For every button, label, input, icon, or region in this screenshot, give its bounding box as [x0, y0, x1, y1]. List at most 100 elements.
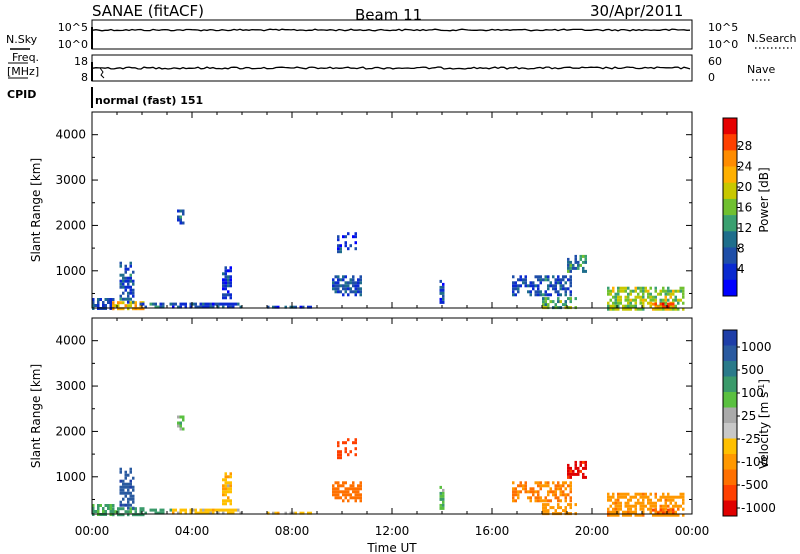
heatmap-cell [179, 302, 182, 306]
range-tick-label: 2000 [55, 218, 86, 232]
heatmap-cell [127, 297, 130, 301]
heatmap-cell [184, 508, 187, 512]
heatmap-cell [119, 282, 122, 286]
heatmap-cell [352, 275, 355, 279]
heatmap-cell [612, 301, 615, 305]
heatmap-cell [267, 305, 270, 309]
heatmap-cell [632, 304, 635, 308]
heatmap-cell [344, 275, 347, 279]
heatmap-cell [109, 507, 112, 510]
heatmap-cell [542, 300, 545, 304]
time-tick-label: 12:00 [375, 524, 410, 538]
heatmap-cell [547, 484, 550, 488]
heatmap-cell [142, 307, 145, 311]
heatmap-cell [647, 292, 650, 296]
heatmap-cell [227, 305, 230, 309]
heatmap-cell [637, 498, 640, 502]
nsky-line [92, 28, 691, 32]
heatmap-cell [442, 288, 445, 292]
heatmap-cell [642, 504, 645, 508]
heatmap-cell [119, 261, 122, 265]
heatmap-cell [129, 482, 132, 486]
heatmap-cell [122, 291, 125, 295]
heatmap-cell [674, 298, 677, 302]
heatmap-cell [177, 511, 180, 515]
heatmap-cell [642, 495, 645, 499]
power-scale-swatch [723, 279, 737, 297]
heatmap-cell [669, 498, 672, 502]
heatmap-cell [517, 287, 520, 291]
heatmap-cell [194, 508, 197, 512]
heatmap-cell [149, 302, 152, 306]
heatmap-cell [677, 301, 680, 305]
heatmap-cell [544, 303, 547, 307]
heatmap-cell [227, 511, 230, 515]
heatmap-cell [212, 302, 215, 306]
heatmap-cell [542, 293, 545, 297]
heatmap-cell [672, 508, 675, 512]
heatmap-cell [129, 304, 132, 308]
heatmap-cell [337, 493, 340, 497]
heatmap-cell [577, 266, 580, 270]
heatmap-cell [442, 500, 445, 504]
power-scale-swatch [723, 263, 737, 281]
heatmap-cell [232, 302, 235, 306]
heatmap-cell [222, 484, 225, 488]
heatmap-cell [567, 484, 570, 488]
heatmap-cell [357, 490, 360, 494]
heatmap-cell [527, 496, 530, 500]
heatmap-cell [567, 257, 570, 261]
heatmap-cell [352, 235, 355, 239]
heatmap-cell [514, 499, 517, 503]
heatmap-cell [277, 511, 280, 515]
heatmap-cell [652, 307, 655, 311]
heatmap-cell [649, 286, 652, 290]
heatmap-cell [122, 297, 125, 301]
heatmap-cell [337, 484, 340, 488]
heatmap-cell [342, 278, 345, 282]
heatmap-cell [539, 290, 542, 294]
heatmap-cell [647, 295, 650, 299]
heatmap-cell [567, 493, 570, 497]
heatmap-cell [529, 290, 532, 294]
heatmap-cell [649, 492, 652, 496]
heatmap-cell [124, 264, 127, 268]
heatmap-cell [179, 209, 182, 213]
heatmap-cell [569, 293, 572, 297]
heatmap-cell [339, 250, 342, 254]
heatmap-cell [537, 484, 540, 488]
heatmap-cell [132, 476, 135, 480]
heatmap-cell [347, 438, 350, 442]
heatmap-cell [104, 510, 107, 513]
heatmap-cell [359, 499, 362, 503]
heatmap-cell [662, 307, 665, 311]
heatmap-cell [224, 502, 227, 506]
heatmap-cell [624, 513, 627, 517]
heatmap-cell [567, 472, 570, 476]
velocity-range-ticks: 4000 3000 2000 1000 [55, 334, 692, 500]
heatmap-cell [682, 492, 685, 496]
heatmap-cell [614, 292, 617, 296]
heatmap-cell [129, 301, 132, 305]
heatmap-cell [537, 278, 540, 282]
power-scale-swatch [723, 231, 737, 248]
heatmap-cell [349, 487, 352, 491]
heatmap-cell [299, 511, 302, 515]
heatmap-cell [129, 485, 132, 489]
heatmap-cell [354, 235, 357, 239]
heatmap-cell [222, 305, 225, 309]
heatmap-cell [294, 305, 297, 309]
heatmap-cell [567, 263, 570, 267]
heatmap-cell [347, 487, 350, 491]
heatmap-cell [682, 292, 685, 296]
velocity-scale-swatch [723, 345, 737, 362]
heatmap-cell [359, 287, 362, 291]
heatmap-cell [344, 481, 347, 485]
heatmap-cell [92, 504, 95, 507]
heatmap-cell [442, 506, 445, 510]
heatmap-cell [207, 508, 210, 512]
heatmap-cell [214, 302, 217, 306]
heatmap-cell [142, 508, 145, 512]
heatmap-cell [564, 293, 567, 297]
heatmap-cell [127, 488, 130, 492]
